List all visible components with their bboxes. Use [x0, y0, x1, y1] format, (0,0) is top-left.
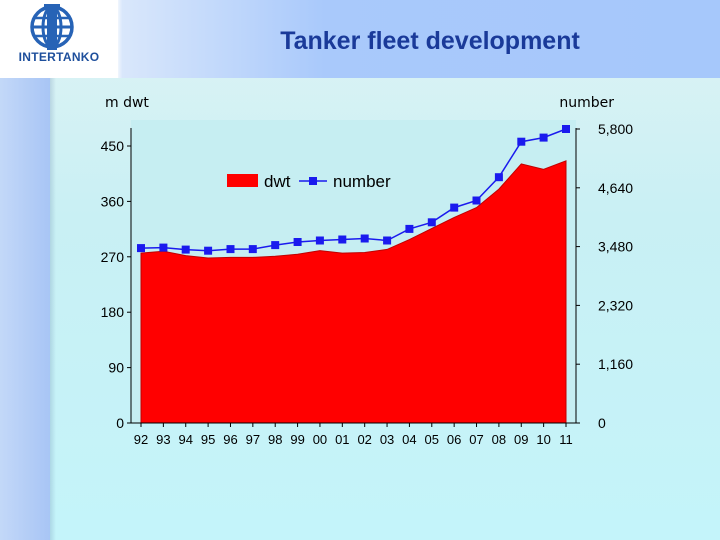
x-axis-tick-label: 95	[201, 432, 215, 447]
x-axis-tick-label: 11	[559, 432, 573, 447]
left-axis-tick-label: 270	[101, 249, 125, 265]
x-axis-tick-label: 04	[402, 432, 416, 447]
x-axis-tick-label: 10	[536, 432, 550, 447]
globe-icon	[30, 4, 74, 50]
legend-number-label: number	[333, 172, 391, 191]
left-axis-tick-label: 450	[101, 138, 125, 154]
logo-text: INTERTANKO	[18, 50, 100, 64]
number-point	[539, 133, 548, 142]
right-axis-tick-label: 4,640	[598, 180, 633, 196]
right-axis-tick-label: 1,160	[598, 356, 633, 372]
right-axis-tick-label: 5,800	[598, 121, 633, 137]
legend-dwt-label: dwt	[264, 172, 291, 191]
left-axis-tick-label: 180	[101, 304, 125, 320]
x-axis-tick-label: 01	[335, 432, 349, 447]
number-point	[405, 224, 414, 233]
dwt-area-series	[140, 160, 567, 424]
x-axis-tick-label: 09	[514, 432, 528, 447]
header-band	[0, 0, 720, 78]
x-axis-tick-label: 97	[246, 432, 260, 447]
number-point	[562, 125, 570, 133]
left-axis-unit-label: m dwt	[105, 95, 149, 111]
number-point	[248, 245, 257, 254]
left-axis-tick-label: 360	[101, 193, 125, 209]
legend-number-marker	[309, 177, 317, 185]
x-axis-tick-label: 93	[156, 432, 170, 447]
intertanko-logo: INTERTANKO	[0, 0, 118, 78]
number-point	[427, 218, 436, 227]
number-point	[271, 241, 280, 250]
number-point	[494, 173, 503, 182]
legend-dwt-swatch	[227, 174, 258, 187]
right-axis-unit-label: number	[559, 95, 614, 111]
x-axis-tick-label: 96	[223, 432, 237, 447]
x-axis-tick-label: 94	[179, 432, 193, 447]
number-point	[315, 236, 324, 245]
x-axis-tick-label: 05	[425, 432, 439, 447]
x-axis-tick-label: 99	[290, 432, 304, 447]
right-axis-tick-label: 2,320	[598, 297, 633, 313]
number-point	[517, 137, 526, 146]
x-axis-tick-label: 08	[492, 432, 506, 447]
number-point	[226, 245, 235, 254]
number-point	[159, 243, 168, 252]
x-axis-tick-label: 00	[313, 432, 327, 447]
number-point	[204, 246, 213, 255]
right-axis-tick-label: 3,480	[598, 239, 633, 255]
number-point	[181, 245, 190, 254]
number-point	[472, 196, 481, 205]
number-point	[360, 234, 369, 243]
left-axis-tick-label: 90	[108, 360, 124, 376]
page-title: Tanker fleet development	[280, 27, 580, 55]
right-axis-tick-label: 0	[598, 415, 606, 431]
x-axis-tick-label: 03	[380, 432, 394, 447]
x-axis-tick-label: 06	[447, 432, 461, 447]
left-decorative-strip	[0, 78, 50, 540]
number-point	[383, 236, 392, 245]
left-strip-shadow	[50, 78, 56, 540]
number-point	[137, 244, 145, 253]
left-axis-tick-label: 0	[116, 415, 124, 431]
x-axis-tick-label: 98	[268, 432, 282, 447]
x-axis-tick-label: 07	[469, 432, 483, 447]
number-point	[450, 203, 459, 212]
number-point	[293, 238, 302, 246]
number-point	[338, 235, 347, 244]
x-axis-tick-label: 92	[134, 432, 148, 447]
x-axis-tick-label: 02	[357, 432, 371, 447]
